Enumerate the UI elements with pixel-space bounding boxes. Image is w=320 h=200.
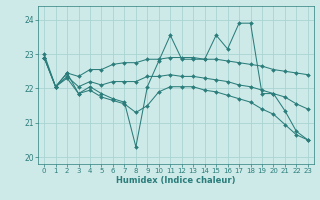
X-axis label: Humidex (Indice chaleur): Humidex (Indice chaleur) xyxy=(116,176,236,185)
